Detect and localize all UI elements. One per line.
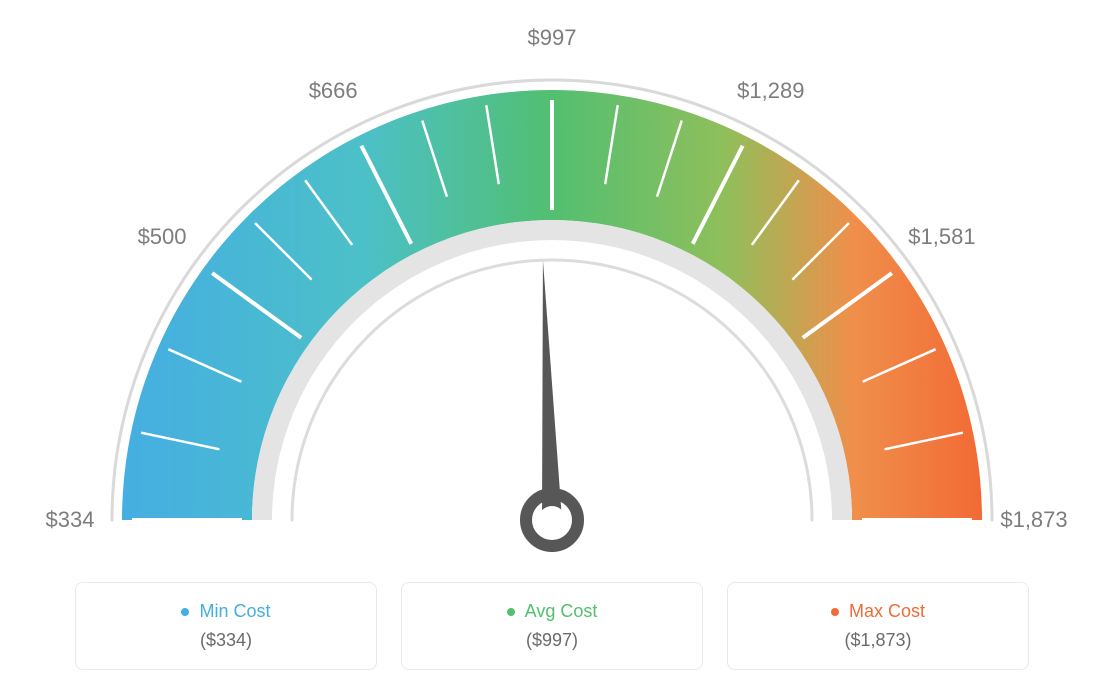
- gauge-tick-label: $1,581: [908, 224, 975, 250]
- summary-row: Min Cost ($334) Avg Cost ($997) Max Cost…: [0, 582, 1104, 670]
- avg-cost-value: ($997): [526, 630, 578, 651]
- gauge-tick-label: $334: [46, 507, 95, 533]
- gauge-tick-label: $500: [138, 224, 187, 250]
- avg-bullet-icon: [507, 608, 515, 616]
- max-cost-card: Max Cost ($1,873): [727, 582, 1029, 670]
- min-cost-card: Min Cost ($334): [75, 582, 377, 670]
- gauge-tick-label: $666: [309, 78, 358, 104]
- gauge-tick-label: $1,289: [737, 78, 804, 104]
- max-cost-label: Max Cost: [849, 601, 925, 622]
- min-bullet-icon: [181, 608, 189, 616]
- min-cost-label: Min Cost: [199, 601, 270, 622]
- min-cost-value: ($334): [200, 630, 252, 651]
- gauge-tick-label: $997: [528, 25, 577, 51]
- gauge-tick-label: $1,873: [1000, 507, 1067, 533]
- gauge-chart: $334 $500 $666 $997 $1,289 $1,581 $1,873: [0, 0, 1104, 560]
- max-bullet-icon: [831, 608, 839, 616]
- avg-cost-card: Avg Cost ($997): [401, 582, 703, 670]
- avg-cost-label: Avg Cost: [525, 601, 598, 622]
- max-cost-value: ($1,873): [844, 630, 911, 651]
